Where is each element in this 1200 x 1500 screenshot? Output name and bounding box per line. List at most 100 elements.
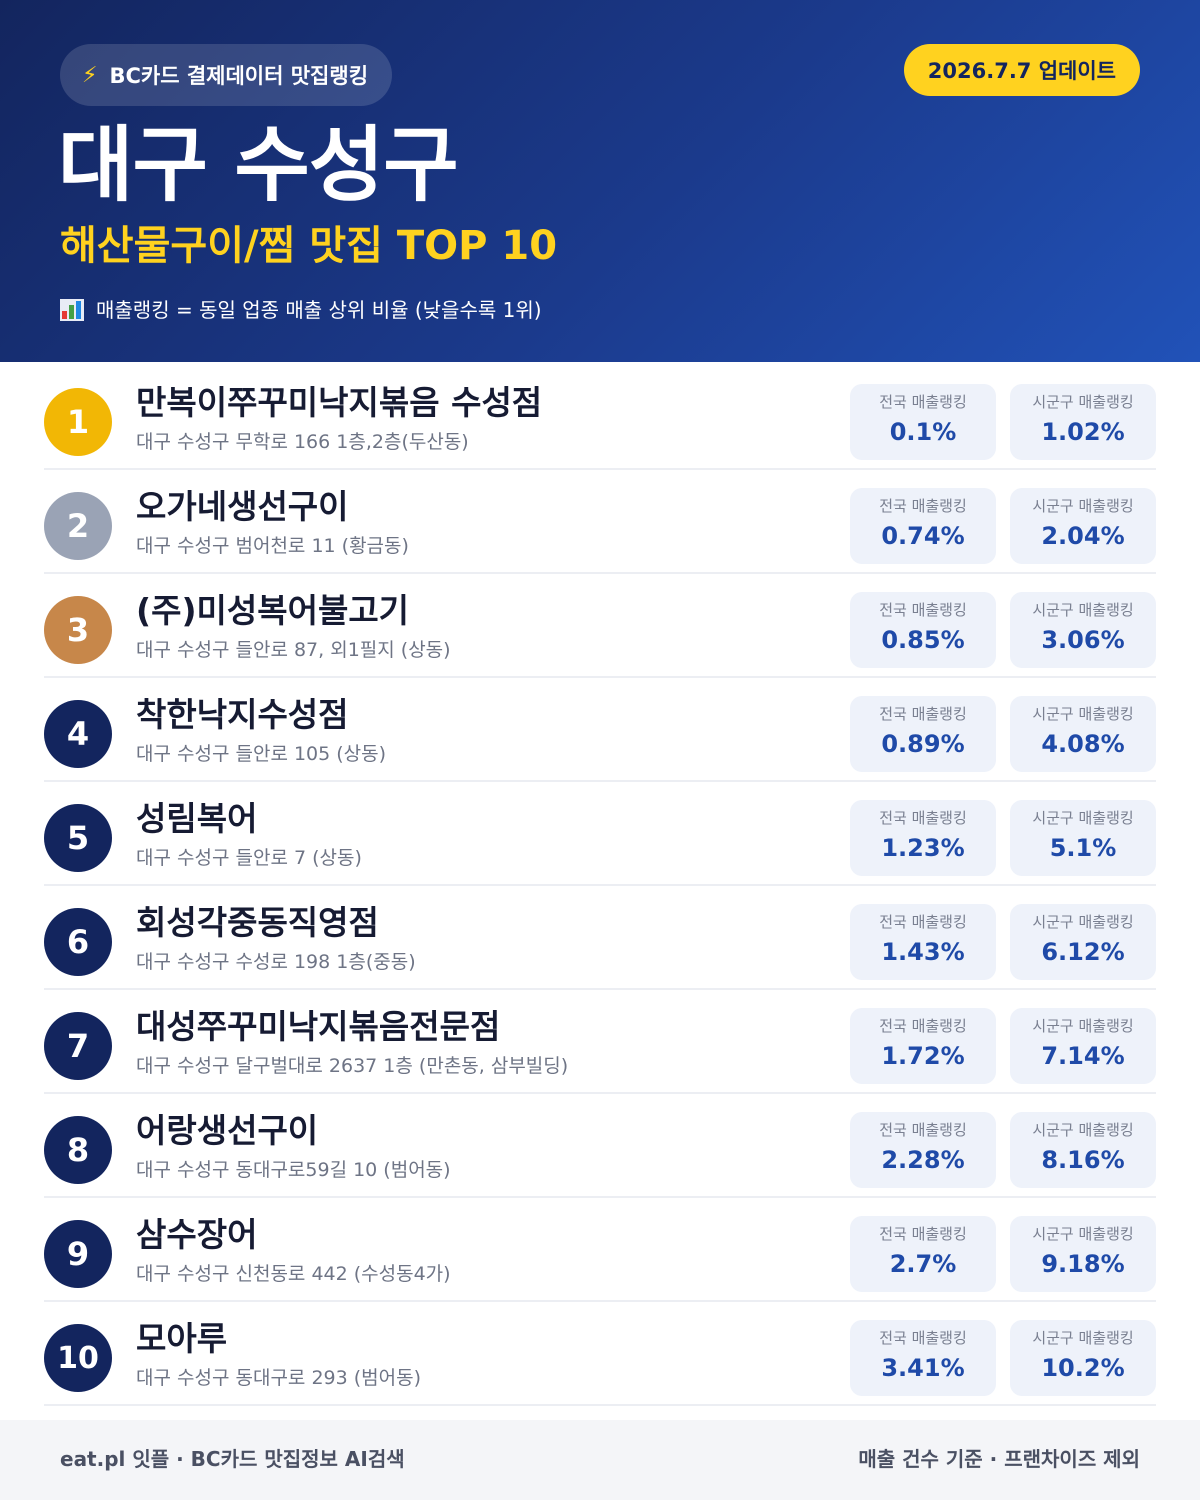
footer-source: eat.pl 잇플 · BC카드 맛집정보 AI검색 [60, 1447, 405, 1471]
rank-badge: 4 [44, 700, 112, 768]
restaurant-row[interactable]: 10 모아루 대구 수성구 동대구로 293 (범어동) 전국 매출랭킹 3.41% 시군… [44, 1302, 1156, 1406]
regional-ranking-card: 시군구 매출랭킹 7.14% [1010, 1008, 1156, 1084]
rank-badge: 9 [44, 1220, 112, 1288]
regional-ranking-card: 시군구 매출랭킹 5.1% [1010, 800, 1156, 876]
national-ranking-value: 0.85% [881, 626, 965, 654]
regional-ranking-label: 시군구 매출랭킹 [1032, 1017, 1134, 1035]
restaurant-name: 성림복어 [136, 799, 258, 838]
national-ranking-label: 전국 매출랭킹 [879, 1017, 967, 1035]
regional-ranking-label: 시군구 매출랭킹 [1032, 913, 1134, 931]
national-ranking-value: 1.43% [881, 938, 965, 966]
footer-criteria: 매출 건수 기준 · 프랜차이즈 제외 [858, 1447, 1140, 1471]
rank-badge: 6 [44, 908, 112, 976]
regional-ranking-value: 9.18% [1041, 1250, 1125, 1278]
rank-badge: 5 [44, 804, 112, 872]
bar-chart-icon [60, 299, 84, 321]
national-ranking-value: 0.89% [881, 730, 965, 758]
national-ranking-label: 전국 매출랭킹 [879, 809, 967, 827]
regional-ranking-value: 10.2% [1041, 1354, 1125, 1382]
restaurant-name: 대성쭈꾸미낙지볶음전문점 [136, 1007, 501, 1046]
restaurant-name: 모아루 [136, 1319, 228, 1358]
rank-badge: 2 [44, 492, 112, 560]
restaurant-address: 대구 수성구 신천동로 442 (수성동4가) [136, 1263, 451, 1285]
national-ranking-label: 전국 매출랭킹 [879, 601, 967, 619]
regional-ranking-card: 시군구 매출랭킹 10.2% [1010, 1320, 1156, 1396]
regional-ranking-card: 시군구 매출랭킹 9.18% [1010, 1216, 1156, 1292]
restaurant-name: (주)미성복어불고기 [136, 591, 410, 630]
restaurant-row[interactable]: 2 오가네생선구이 대구 수성구 범어천로 11 (황금동) 전국 매출랭킹 0.74%… [44, 470, 1156, 574]
restaurant-address: 대구 수성구 들안로 105 (상동) [136, 743, 387, 765]
restaurant-name: 착한낙지수성점 [136, 695, 349, 734]
restaurant-address: 대구 수성구 수성로 198 1층(중동) [136, 951, 416, 973]
rank-badge: 1 [44, 388, 112, 456]
regional-ranking-card: 시군구 매출랭킹 2.04% [1010, 488, 1156, 564]
national-ranking-label: 전국 매출랭킹 [879, 497, 967, 515]
restaurant-name: 어랑생선구이 [136, 1111, 319, 1150]
regional-ranking-label: 시군구 매출랭킹 [1032, 1121, 1134, 1139]
footer: eat.pl 잇플 · BC카드 맛집정보 AI검색 매출 건수 기준 · 프랜… [0, 1420, 1200, 1500]
regional-ranking-label: 시군구 매출랭킹 [1032, 1329, 1134, 1347]
national-ranking-label: 전국 매출랭킹 [879, 393, 967, 411]
national-ranking-card: 전국 매출랭킹 1.72% [850, 1008, 996, 1084]
rank-badge: 10 [44, 1324, 112, 1392]
restaurant-address: 대구 수성구 들안로 87, 외1필지 (상동) [136, 639, 451, 661]
regional-ranking-card: 시군구 매출랭킹 3.06% [1010, 592, 1156, 668]
national-ranking-card: 전국 매출랭킹 2.7% [850, 1216, 996, 1292]
regional-ranking-label: 시군구 매출랭킹 [1032, 601, 1134, 619]
restaurant-address: 대구 수성구 범어천로 11 (황금동) [136, 535, 409, 557]
national-ranking-card: 전국 매출랭킹 2.28% [850, 1112, 996, 1188]
source-badge: ⚡ BC카드 결제데이터 맛집랭킹 [60, 44, 393, 106]
page-subtitle: 해산물구이/찜 맛집 TOP 10 [60, 223, 558, 269]
restaurant-address: 대구 수성구 들안로 7 (상동) [136, 847, 362, 869]
restaurant-address: 대구 수성구 무학로 166 1층,2층(두산동) [136, 431, 469, 453]
restaurant-row[interactable]: 5 성림복어 대구 수성구 들안로 7 (상동) 전국 매출랭킹 1.23% 시군구 매출… [44, 782, 1156, 886]
restaurant-name: 오가네생선구이 [136, 487, 349, 526]
restaurant-name: 만복이쭈꾸미낙지볶음 수성점 [136, 383, 543, 422]
national-ranking-card: 전국 매출랭킹 3.41% [850, 1320, 996, 1396]
ranking-note: 매출랭킹 = 동일 업종 매출 상위 비율 (낮을수록 1위) [60, 294, 542, 326]
regional-ranking-value: 1.02% [1041, 418, 1125, 446]
national-ranking-label: 전국 매출랭킹 [879, 1121, 967, 1139]
national-ranking-card: 전국 매출랭킹 0.89% [850, 696, 996, 772]
regional-ranking-label: 시군구 매출랭킹 [1032, 393, 1134, 411]
regional-ranking-label: 시군구 매출랭킹 [1032, 809, 1134, 827]
restaurant-name: 회성각중동직영점 [136, 903, 379, 942]
national-ranking-value: 2.7% [889, 1250, 957, 1278]
regional-ranking-value: 2.04% [1041, 522, 1125, 550]
rank-badge: 7 [44, 1012, 112, 1080]
regional-ranking-value: 5.1% [1049, 834, 1117, 862]
lightning-bolt-icon: ⚡ [82, 62, 98, 88]
regional-ranking-label: 시군구 매출랭킹 [1032, 497, 1134, 515]
national-ranking-label: 전국 매출랭킹 [879, 913, 967, 931]
national-ranking-card: 전국 매출랭킹 0.85% [850, 592, 996, 668]
national-ranking-value: 1.72% [881, 1042, 965, 1070]
national-ranking-label: 전국 매출랭킹 [879, 1225, 967, 1243]
national-ranking-value: 0.1% [889, 418, 957, 446]
ranking-note-text: 매출랭킹 = 동일 업종 매출 상위 비율 (낮을수록 1위) [96, 298, 542, 322]
header-banner: ⚡ BC카드 결제데이터 맛집랭킹 2026.7.7 업데이트 대구 수성구 해… [0, 0, 1200, 362]
rank-badge: 8 [44, 1116, 112, 1184]
national-ranking-card: 전국 매출랭킹 1.43% [850, 904, 996, 980]
regional-ranking-value: 7.14% [1041, 1042, 1125, 1070]
restaurant-address: 대구 수성구 동대구로59길 10 (범어동) [136, 1159, 451, 1181]
regional-ranking-card: 시군구 매출랭킹 6.12% [1010, 904, 1156, 980]
regional-ranking-card: 시군구 매출랭킹 1.02% [1010, 384, 1156, 460]
regional-ranking-label: 시군구 매출랭킹 [1032, 1225, 1134, 1243]
regional-ranking-card: 시군구 매출랭킹 4.08% [1010, 696, 1156, 772]
national-ranking-card: 전국 매출랭킹 1.23% [850, 800, 996, 876]
regional-ranking-card: 시군구 매출랭킹 8.16% [1010, 1112, 1156, 1188]
regional-ranking-value: 8.16% [1041, 1146, 1125, 1174]
rank-badge: 3 [44, 596, 112, 664]
page-title: 대구 수성구 [58, 118, 459, 213]
restaurant-name: 삼수장어 [136, 1215, 258, 1254]
restaurant-address: 대구 수성구 달구벌대로 2637 1층 (만촌동, 삼부빌딩) [136, 1055, 569, 1077]
restaurant-address: 대구 수성구 동대구로 293 (범어동) [136, 1367, 422, 1389]
